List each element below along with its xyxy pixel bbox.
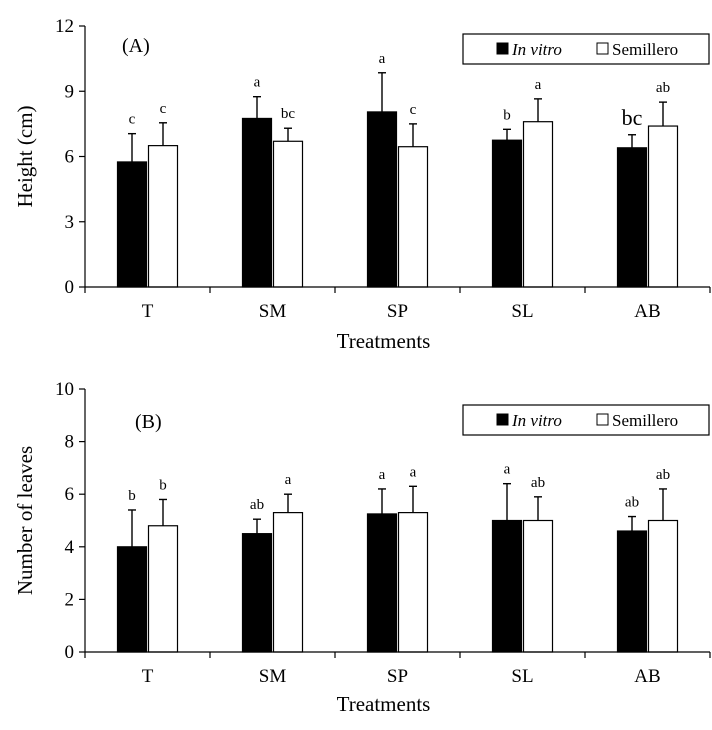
in-vitro-bar	[116, 546, 148, 653]
semillero-bar	[272, 512, 304, 653]
panel-label: (A)	[122, 35, 150, 57]
significance-letter: bc	[622, 105, 643, 130]
significance-letter: a	[410, 464, 417, 480]
legend: In vitro Semillero	[462, 33, 710, 65]
significance-letter: b	[128, 488, 136, 504]
category-label: SP	[387, 301, 408, 322]
legend-swatch-in-vitro	[496, 413, 509, 426]
significance-letter: a	[379, 467, 386, 483]
in-vitro-bar	[491, 519, 523, 653]
legend-swatch-semillero	[596, 42, 609, 55]
significance-letter: ab	[656, 467, 670, 483]
significance-letter: c	[129, 112, 136, 128]
y-tick-label: 12	[55, 16, 74, 37]
semillero-bar	[397, 146, 429, 288]
significance-letter: b	[503, 107, 511, 123]
category-label: AB	[634, 666, 660, 687]
y-tick-label: 2	[65, 589, 75, 610]
in-vitro-bar	[366, 111, 398, 288]
significance-letter: ab	[656, 80, 670, 96]
x-axis-title: Treatments	[337, 692, 431, 716]
y-tick-label: 10	[55, 379, 74, 400]
significance-letter: a	[379, 51, 386, 67]
in-vitro-bar	[241, 117, 273, 288]
in-vitro-bar	[616, 530, 648, 653]
significance-letter: a	[285, 472, 292, 488]
significance-letter: ab	[625, 495, 639, 511]
y-tick-label: 0	[65, 642, 75, 663]
significance-letter: ab	[531, 475, 545, 491]
y-tick-label: 4	[65, 537, 75, 558]
category-label: SL	[511, 301, 533, 322]
category-label: T	[142, 301, 154, 322]
y-tick-label: 6	[65, 484, 75, 505]
significance-letter: a	[254, 75, 261, 91]
y-tick-label: 6	[65, 147, 75, 168]
category-label: T	[142, 666, 154, 687]
semillero-bar	[522, 519, 554, 653]
category-label: SM	[259, 301, 287, 322]
in-vitro-bar	[491, 139, 523, 288]
category-label: AB	[634, 301, 660, 322]
significance-letter: c	[160, 101, 167, 117]
y-tick-label: 0	[65, 277, 75, 298]
x-axis-title: Treatments	[337, 329, 431, 353]
semillero-bar	[272, 140, 304, 288]
legend: In vitro Semillero	[462, 404, 710, 436]
in-vitro-bar	[116, 161, 148, 288]
in-vitro-bar	[366, 513, 398, 653]
significance-letter: c	[410, 102, 417, 118]
panel-label: (B)	[135, 411, 162, 433]
legend-swatch-in-vitro	[496, 42, 509, 55]
semillero-bar	[397, 512, 429, 653]
semillero-bar	[647, 125, 679, 288]
category-label: SM	[259, 666, 287, 687]
legend-label-semillero: Semillero	[612, 411, 678, 430]
in-vitro-bar	[616, 147, 648, 288]
category-label: SP	[387, 666, 408, 687]
significance-letter: bc	[281, 106, 296, 122]
legend-label-in-vitro: In vitro	[511, 411, 562, 430]
significance-letter: a	[504, 462, 511, 478]
semillero-bar	[147, 525, 179, 653]
significance-letter: ab	[250, 497, 264, 513]
significance-letter: b	[159, 477, 167, 493]
y-axis-title: Number of leaves	[13, 446, 37, 595]
semillero-bar	[522, 121, 554, 288]
semillero-bar	[147, 145, 179, 288]
y-tick-label: 3	[65, 212, 75, 233]
y-tick-label: 9	[65, 81, 75, 102]
in-vitro-bar	[241, 533, 273, 653]
semillero-bar	[647, 519, 679, 653]
legend-label-semillero: Semillero	[612, 40, 678, 59]
chart-panel-b: b ab a a ab b a a ab ab 0 2 4 6 8 10 T SM SP SL AB Treatments…	[13, 379, 711, 716]
category-label: SL	[511, 666, 533, 687]
legend-label-in-vitro: In vitro	[511, 40, 562, 59]
y-axis-title: Height (cm)	[13, 105, 37, 207]
y-tick-label: 8	[65, 432, 75, 453]
significance-letter: a	[535, 77, 542, 93]
legend-swatch-semillero	[596, 413, 609, 426]
